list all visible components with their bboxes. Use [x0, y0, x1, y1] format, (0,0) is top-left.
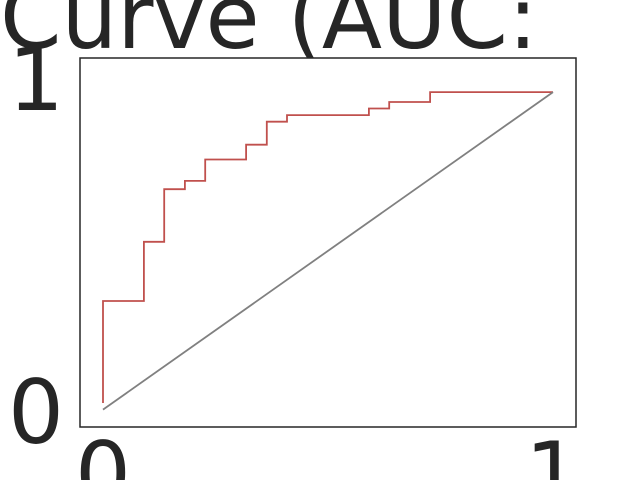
series-line-chance-diagonal: [102, 91, 554, 411]
series-line-roc-curve: [102, 91, 553, 403]
y-tick-label-1: 1: [8, 28, 64, 131]
x-tick-label-0: 0: [75, 423, 131, 480]
series-layer: [102, 91, 554, 411]
x-tick-label-1: 1: [525, 423, 581, 480]
tick-layer: 0 1 0 1: [8, 28, 581, 480]
y-tick-label-0: 0: [8, 361, 64, 464]
